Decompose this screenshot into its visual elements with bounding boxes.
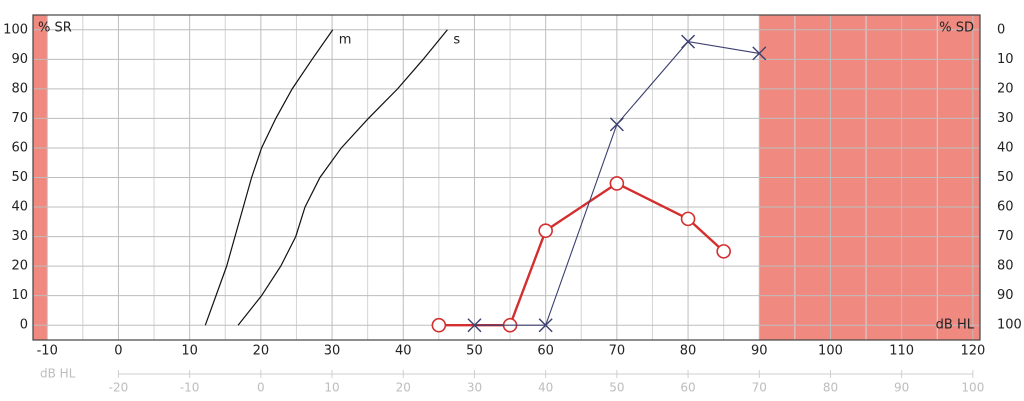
marker-cross: [681, 34, 696, 49]
y2-tick-label: 30: [997, 111, 1014, 126]
x2-tick-label: 0: [257, 381, 265, 395]
marker-cross: [538, 318, 553, 333]
reference-curve: [237, 29, 448, 326]
y-tick-label: 0: [20, 318, 28, 333]
y2-tick-label: 100: [997, 318, 1022, 333]
y-tick-label: 70: [11, 111, 28, 126]
y-tick-label: 20: [11, 259, 28, 274]
y-tick-label: 40: [11, 200, 28, 215]
reference-curve: [204, 29, 334, 326]
x2-tick-label: 40: [538, 381, 553, 395]
x2-tick-label: 20: [396, 381, 411, 395]
curve-label: m: [339, 32, 352, 47]
cross-stroke: [609, 117, 624, 132]
y-tick-label: 90: [11, 52, 28, 67]
y-tick-label: 80: [11, 81, 28, 96]
marker-circle: [680, 211, 696, 227]
x-tick-label: 90: [751, 344, 768, 359]
x2-tick-label: 10: [324, 381, 339, 395]
marker-circle: [609, 176, 625, 191]
y-axis-label: % SR: [38, 21, 72, 36]
x-tick-label: -10: [37, 344, 58, 359]
cross-stroke: [467, 318, 482, 333]
marker-cross: [467, 318, 482, 333]
x-tick-label: 100: [818, 344, 843, 359]
x2-tick-label: 70: [752, 381, 767, 395]
y2-tick-label: 40: [997, 140, 1014, 155]
cross-stroke: [752, 46, 767, 61]
x-tick-label: 80: [680, 344, 697, 359]
plot-layer: [32, 14, 981, 341]
marker-circle: [716, 244, 731, 259]
cross-stroke: [538, 318, 553, 333]
marker-circle: [538, 223, 553, 238]
y2-tick-label: 70: [997, 229, 1014, 244]
x2-tick-label: -10: [180, 381, 200, 395]
y2-tick-label: 20: [997, 81, 1014, 96]
x2-tick-label: 30: [467, 381, 482, 395]
series: [467, 34, 767, 333]
cross-stroke: [681, 34, 696, 49]
x-tick-label: 10: [181, 344, 198, 359]
y2-tick-label: 80: [997, 259, 1014, 274]
marker-cross: [609, 117, 624, 132]
x-tick-label: 50: [466, 344, 483, 359]
y-tick-label: 50: [11, 170, 28, 185]
y2-tick-label: 50: [997, 170, 1014, 185]
x2-tick-label: 50: [609, 381, 624, 395]
curve-label: s: [453, 32, 460, 47]
y-tick-label: 30: [11, 229, 28, 244]
y2-tick-label: 0: [997, 22, 1005, 37]
marker-cross: [752, 46, 767, 61]
y-tick-label: 60: [11, 140, 28, 155]
x-tick-label: 60: [537, 344, 554, 359]
x-tick-label: 70: [609, 344, 626, 359]
x2-tick-label: 80: [823, 381, 838, 395]
x-tick-label: 40: [395, 344, 412, 359]
x-tick-label: 120: [960, 344, 985, 359]
x-tick-label: 30: [324, 344, 341, 359]
x-tick-label: 110: [889, 344, 914, 359]
x2-tick-label: -20: [109, 381, 129, 395]
x2-tick-label: 90: [894, 381, 909, 395]
plot-border: [32, 14, 981, 341]
x2-axis-label: dB HL: [40, 367, 76, 381]
y2-tick-label: 60: [997, 200, 1014, 215]
y2-axis-label: % SD: [939, 21, 974, 36]
marker-circle: [431, 317, 447, 333]
x-tick-label: 0: [114, 344, 122, 359]
y-tick-label: 100: [3, 22, 28, 37]
y-tick-label: 10: [11, 288, 28, 303]
x-axis-label: dB HL: [936, 318, 975, 333]
y2-tick-label: 90: [997, 288, 1014, 303]
x2-tick-label: 100: [961, 381, 984, 395]
y2-tick-label: 10: [997, 52, 1014, 67]
x-tick-label: 20: [253, 344, 270, 359]
x2-tick-label: 60: [680, 381, 695, 395]
